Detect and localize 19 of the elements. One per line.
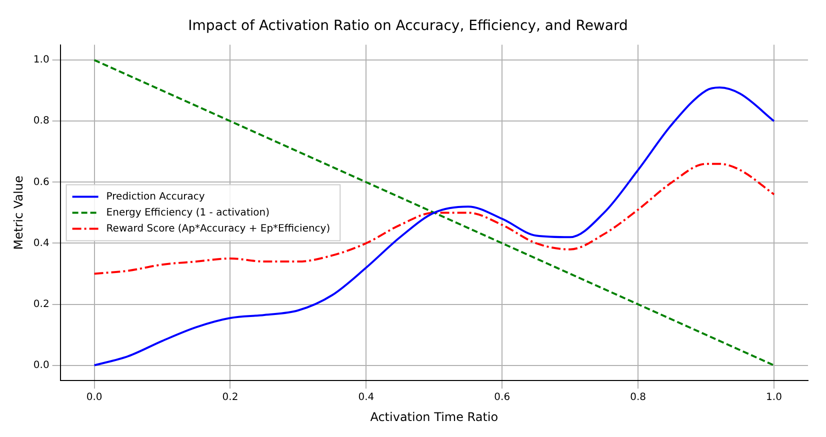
y-tick-label: 0.2 xyxy=(33,298,50,310)
legend-label: Prediction Accuracy xyxy=(106,191,205,202)
x-tick-label: 0.0 xyxy=(86,392,102,404)
x-tick-label: 0.2 xyxy=(222,392,238,404)
y-tick-label: 1.0 xyxy=(33,54,50,66)
x-tick-label: 1.0 xyxy=(766,392,782,404)
y-tick-label: 0.0 xyxy=(33,360,50,371)
x-axis-title: Activation Time Ratio xyxy=(370,410,498,424)
line-series xyxy=(93,162,776,275)
chart-title: Impact of Activation Ratio on Accuracy, Efficiency, and Reward xyxy=(188,18,628,34)
legend-label: Reward Score (Ap*Accuracy + Ep*Efficiency) xyxy=(106,223,330,234)
y-tick-label: 0.6 xyxy=(33,176,50,188)
x-tick-label: 0.6 xyxy=(494,392,510,404)
y-tick-label: 0.8 xyxy=(33,116,50,127)
legend-label: Energy Efficiency (1 - activation) xyxy=(106,207,270,218)
x-tick-label: 0.8 xyxy=(630,392,646,404)
x-tick-label: 0.4 xyxy=(358,392,374,404)
y-tick-label: 0.4 xyxy=(33,238,50,249)
y-axis-title: Metric Value xyxy=(11,176,26,250)
